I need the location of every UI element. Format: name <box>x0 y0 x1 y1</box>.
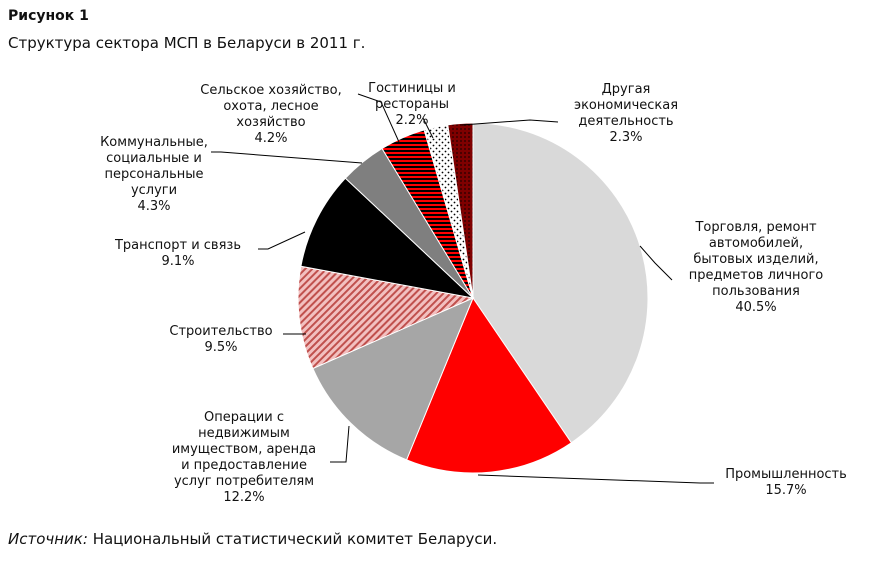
slice-label: Другая экономическая деятельность 2.3% <box>574 82 678 145</box>
pie-slice <box>300 177 475 299</box>
leader-line <box>330 425 350 463</box>
slice-label-line: охота, лесное <box>223 99 318 114</box>
source-text: Национальный статистический комитет Бела… <box>92 530 498 548</box>
chart-title: Структура сектора МСП в Беларуси в 2011 … <box>8 34 366 52</box>
slice-value-label: 9.5% <box>204 340 237 355</box>
pie-slice <box>447 122 474 299</box>
slice-label: Гостиницы и рестораны 2.2% <box>368 81 456 128</box>
slice-label-line: автомобилей, <box>709 236 803 251</box>
slice-value-label: 9.1% <box>161 254 194 269</box>
slice-label-line: бытовых изделий, <box>693 252 818 267</box>
leader-line <box>258 231 306 250</box>
slice-label-line: и предоставление <box>181 458 307 473</box>
slice-label-line: персональные <box>104 167 203 182</box>
leader-line <box>422 117 434 139</box>
slice-value-label: 4.2% <box>254 131 287 146</box>
pie-slice <box>312 297 474 461</box>
slice-label-line: Промышленность <box>725 467 847 482</box>
slice-label-line: Торговля, ремонт <box>694 220 816 235</box>
leader-line <box>461 119 559 126</box>
leader-line <box>357 93 400 143</box>
slice-label-line: Строительство <box>169 324 272 339</box>
slice-label: Коммунальные, социальные и персональные усл… <box>100 135 208 214</box>
slice-value-label: 15.7% <box>765 483 806 498</box>
slice-label: Транспорт и связь 9.1% <box>114 238 241 269</box>
pie-slice <box>405 296 573 474</box>
slice-label-line: предметов личного <box>689 268 824 283</box>
slice-value-label: 4.3% <box>137 199 170 214</box>
slice-value-label: 40.5% <box>735 300 776 315</box>
slice-label: Сельское хозяйство, охота, лесное хозяйств… <box>200 83 341 146</box>
slice-label-line: Сельское хозяйство, <box>200 83 341 98</box>
slice-label-line: социальные и <box>106 151 202 166</box>
slice-label-line: недвижимым <box>198 426 290 441</box>
slice-label-line: Транспорт и связь <box>114 238 241 253</box>
source-note: Источник: Национальный статистический ко… <box>8 530 497 548</box>
slice-label: Строительство 9.5% <box>169 324 272 355</box>
slice-label-line: Гостиницы и <box>368 81 456 96</box>
slice-value-label: 12.2% <box>223 490 264 505</box>
slice-label-line: имуществом, аренда <box>172 442 316 457</box>
leader-line <box>211 151 363 164</box>
source-label: Источник: <box>8 530 88 548</box>
slice-label-line: экономическая <box>574 98 678 113</box>
slice-value-label: 2.2% <box>395 113 428 128</box>
slice-label-line: пользования <box>712 284 800 299</box>
slice-value-label: 2.3% <box>609 130 642 145</box>
slice-label-line: рестораны <box>375 97 449 112</box>
pie-slice <box>297 265 475 370</box>
slice-label-line: услуг потребителям <box>174 474 314 489</box>
slice-label-line: деятельность <box>578 114 673 129</box>
slice-label: Промышленность 15.7% <box>725 467 847 498</box>
leader-line <box>639 245 673 281</box>
slice-label-line: Другая <box>602 82 651 97</box>
figure-heading: Рисунок 1 <box>8 8 89 24</box>
slice-label-line: Операции с <box>204 410 284 425</box>
slice-label-line: услуги <box>131 183 177 198</box>
slice-label: Операции с недвижимым имуществом, аренда и … <box>172 410 316 505</box>
slice-label: Торговля, ремонт автомобилей, бытовых изде… <box>689 220 824 315</box>
leader-line <box>477 474 714 484</box>
slice-label-line: Коммунальные, <box>100 135 208 150</box>
slice-label-line: хозяйство <box>236 115 305 130</box>
